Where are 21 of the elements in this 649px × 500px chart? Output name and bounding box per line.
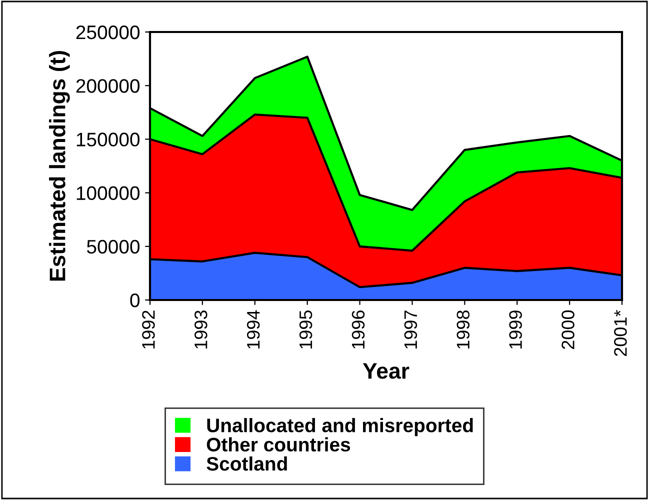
x-tick-label: 1994 xyxy=(246,310,260,349)
y-tick-label: 50000 xyxy=(86,240,140,254)
x-tick-label: 1996 xyxy=(352,310,365,349)
x-tick-label: 1995 xyxy=(299,310,312,349)
y-tick-label: 0 xyxy=(130,293,140,308)
y-tick-label: 200000 xyxy=(76,79,140,93)
x-tick-label: 1998 xyxy=(456,310,470,349)
x-tick-label: 1992 xyxy=(142,310,155,349)
y-tick-label: 250000 xyxy=(76,25,140,40)
y-axis-title: Estimated landings (t) xyxy=(49,51,70,281)
x-tick-label: 2001* xyxy=(614,310,627,356)
x-tick-label: 2000 xyxy=(562,310,574,349)
legend-label: Other countries xyxy=(206,437,350,452)
legend-label: Scotland xyxy=(206,456,287,471)
y-tick-label: 100000 xyxy=(76,186,140,200)
y-tick-label: 150000 xyxy=(76,132,140,146)
x-tick-label: 1993 xyxy=(194,310,208,349)
x-tick-label: 1999 xyxy=(509,310,522,349)
legend-label: Unallocated and misreported xyxy=(207,418,473,436)
x-tick-label: 1997 xyxy=(404,310,418,349)
x-axis-title: Year xyxy=(362,363,410,379)
